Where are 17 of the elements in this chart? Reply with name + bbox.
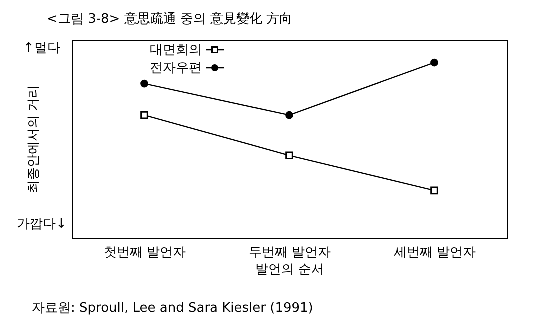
x-axis-title: 발언의 순서 xyxy=(255,262,325,278)
point xyxy=(430,186,438,195)
x-tick-label: 첫번째 발언자 xyxy=(104,246,186,260)
text: 가깝다↓ xyxy=(17,217,67,232)
point xyxy=(140,111,148,120)
text: ↑멀다 xyxy=(24,41,60,56)
x-tick-label: 세번째 발언자 xyxy=(394,246,476,260)
text: 자료원: Sproull, Lee and Sara Kiesler (1991) xyxy=(32,301,314,316)
legend-label: 대면회의 xyxy=(150,43,202,58)
x-tick-label: 두번째 발언자 xyxy=(248,246,332,260)
point xyxy=(430,58,438,67)
point xyxy=(286,111,294,120)
point xyxy=(286,152,294,160)
y-axis-title: 최종안에서의 거리 xyxy=(26,85,42,194)
legend-label: 전자우편 xyxy=(150,61,202,76)
point xyxy=(140,80,148,88)
chart-title: <그림 3-8> 意思疏通 중의 意見變化 方向 xyxy=(47,11,293,27)
